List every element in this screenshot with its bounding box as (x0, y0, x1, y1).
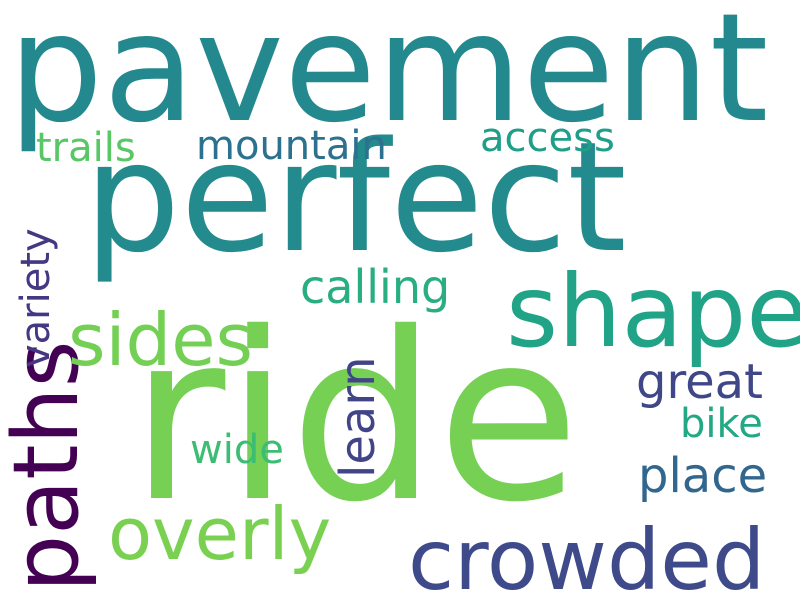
word-wide: wide (190, 427, 284, 473)
word-mountain: mountain (196, 123, 387, 169)
word-access: access (480, 115, 615, 161)
word-bike: bike (680, 401, 763, 447)
word-sides: sides (68, 298, 254, 382)
word-trails: trails (36, 125, 136, 171)
word-overly: overly (108, 492, 332, 576)
word-ride: ride (130, 283, 580, 553)
word-great: great (636, 354, 763, 410)
word-place: place (638, 448, 768, 504)
word-calling: calling (300, 260, 451, 314)
word-variety: variety (13, 228, 59, 368)
word-perfect: perfect (84, 109, 627, 286)
word-crowded: crowded (408, 511, 766, 600)
word-shape: shape (506, 253, 800, 370)
word-pavement: pavement (8, 0, 769, 156)
word-learn: learn (330, 356, 386, 478)
